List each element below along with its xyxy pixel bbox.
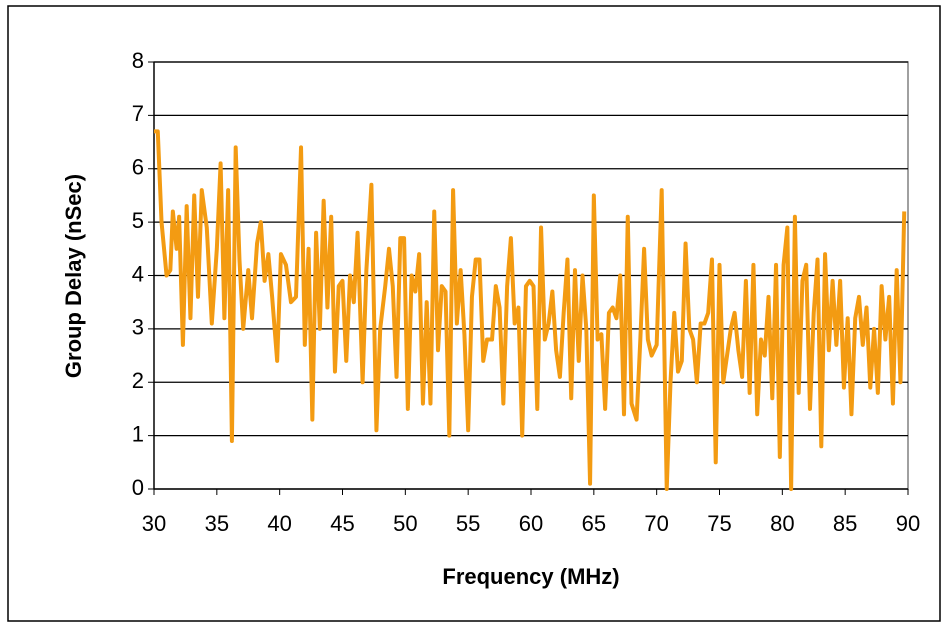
chart-frame (7, 5, 941, 622)
y-axis-label: Group Delay (nSec) (61, 174, 86, 378)
y-tick-label: 4 (132, 261, 144, 286)
y-tick-label: 8 (132, 48, 144, 73)
y-tick-label: 2 (132, 368, 144, 393)
x-tick-label: 55 (456, 511, 480, 536)
x-tick-label: 50 (393, 511, 417, 536)
x-tick-label: 60 (519, 511, 543, 536)
x-tick-label: 80 (770, 511, 794, 536)
x-tick-label: 85 (833, 511, 857, 536)
x-tick-label: 70 (644, 511, 668, 536)
x-tick-label: 40 (267, 511, 291, 536)
y-tick-label: 3 (132, 315, 144, 340)
x-tick-label: 75 (707, 511, 731, 536)
x-tick-label: 30 (142, 511, 166, 536)
y-tick-label: 0 (132, 475, 144, 500)
x-tick-label: 65 (582, 511, 606, 536)
x-tick-label: 45 (330, 511, 354, 536)
x-tick-label: 90 (896, 511, 920, 536)
y-tick-label: 1 (132, 421, 144, 446)
x-tick-label: 35 (205, 511, 229, 536)
x-axis-label: Frequency (MHz) (442, 564, 619, 589)
y-tick-label: 7 (132, 101, 144, 126)
data-line (154, 129, 907, 491)
y-tick-label: 5 (132, 208, 144, 233)
y-tick-label: 6 (132, 155, 144, 180)
